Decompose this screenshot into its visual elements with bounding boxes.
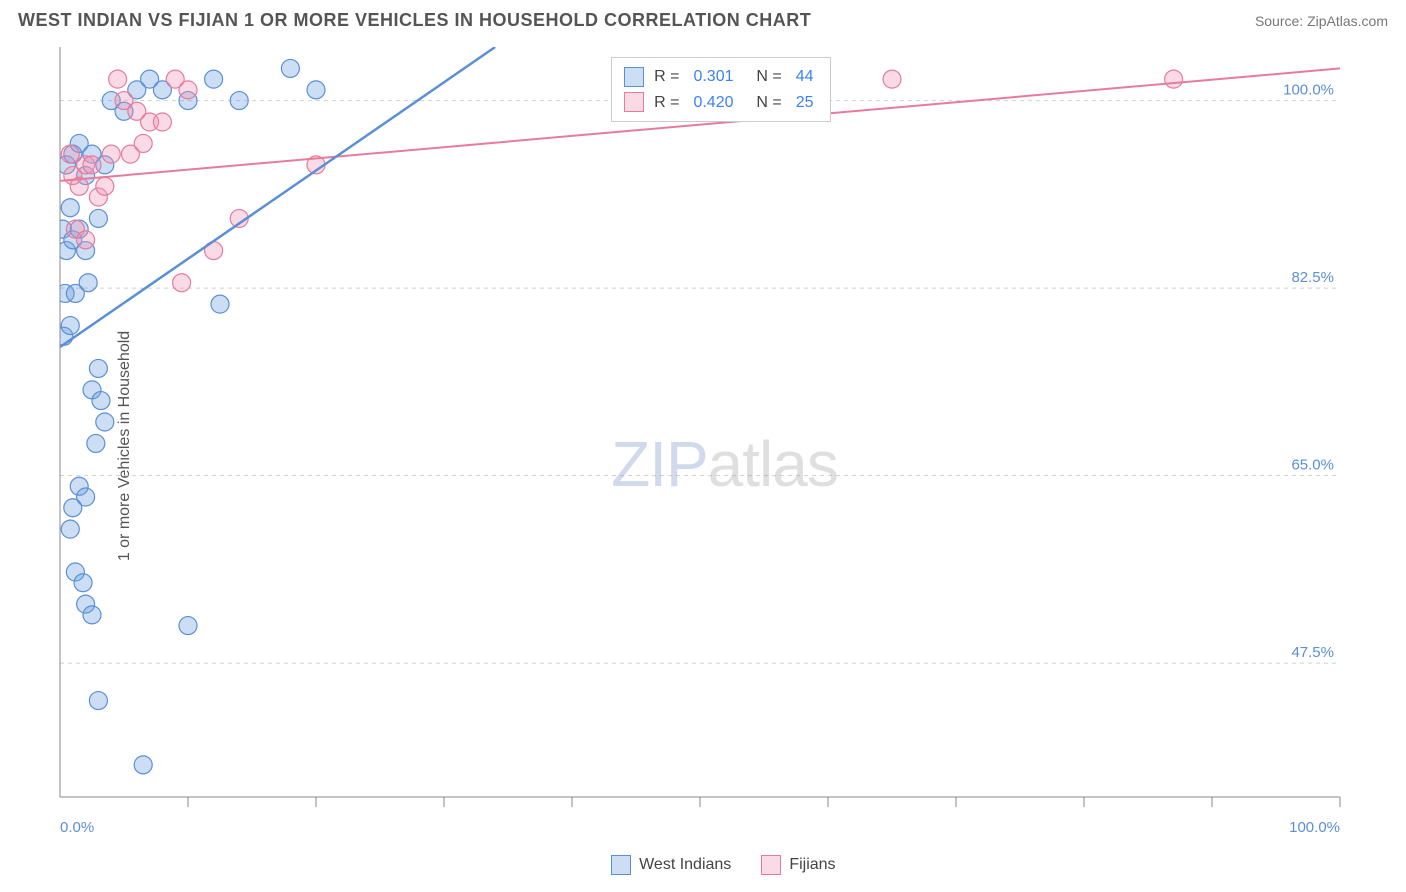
legend-label-fijians: Fijians xyxy=(789,856,835,874)
legend-item-west-indians: West Indians xyxy=(611,855,731,875)
stats-legend: R = 0.301 N = 44 R = 0.420 N = 25 xyxy=(611,57,830,122)
r-value-west-indians: 0.301 xyxy=(693,64,733,90)
n-label: N = xyxy=(748,64,782,90)
r-label: R = xyxy=(654,64,679,90)
swatch-west-indians xyxy=(611,855,631,875)
source-attribution: Source: ZipAtlas.com xyxy=(1255,13,1388,29)
chart-area: 100.0%82.5%65.0%47.5%0.0%100.0% ZIPatlas… xyxy=(50,37,1386,867)
svg-text:0.0%: 0.0% xyxy=(60,819,94,836)
chart-title: WEST INDIAN VS FIJIAN 1 OR MORE VEHICLES… xyxy=(18,10,811,31)
swatch-west-indians xyxy=(624,67,644,87)
legend-label-west-indians: West Indians xyxy=(639,856,731,874)
r-label: R = xyxy=(654,90,679,116)
series-legend: West Indians Fijians xyxy=(611,855,835,875)
r-value-fijians: 0.420 xyxy=(693,90,733,116)
swatch-fijians xyxy=(761,855,781,875)
svg-text:82.5%: 82.5% xyxy=(1291,269,1334,286)
n-label: N = xyxy=(748,90,782,116)
stats-row-west-indians: R = 0.301 N = 44 xyxy=(624,64,817,90)
n-value-west-indians: 44 xyxy=(796,64,814,90)
swatch-fijians xyxy=(624,92,644,112)
svg-text:47.5%: 47.5% xyxy=(1291,644,1334,661)
stats-row-fijians: R = 0.420 N = 25 xyxy=(624,90,817,116)
svg-text:65.0%: 65.0% xyxy=(1291,457,1334,474)
n-value-fijians: 25 xyxy=(796,90,814,116)
svg-text:100.0%: 100.0% xyxy=(1289,819,1340,836)
legend-item-fijians: Fijians xyxy=(761,855,835,875)
svg-text:100.0%: 100.0% xyxy=(1283,82,1334,99)
scatter-chart: 100.0% 82.5% 65.0% 47.5% 0.0% 100.0% xyxy=(50,37,1350,867)
